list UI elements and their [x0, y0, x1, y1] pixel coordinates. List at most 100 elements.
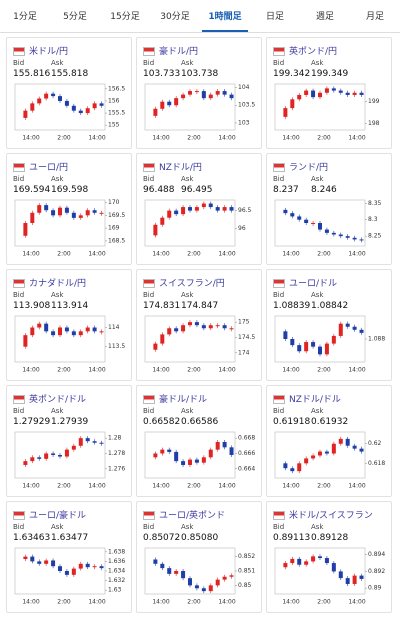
pair-title: ユーロ/円: [13, 160, 68, 173]
ask-label: Ask: [51, 59, 64, 67]
candle: [99, 442, 104, 444]
rate-card[interactable]: ランド/円 Bid Ask 8.237 8.246 8.35 8.3 8.25 14:00 2:0…: [266, 153, 392, 265]
candle: [174, 210, 179, 215]
candle: [37, 323, 42, 328]
x-tick-label: 14:00: [282, 483, 299, 490]
rate-card[interactable]: 英ポンド/円 Bid Ask 199.342 199.349 199 198 14:00 2:0…: [266, 37, 392, 149]
x-tick-label: 14:00: [218, 251, 235, 258]
candle: [194, 459, 199, 463]
candle: [208, 585, 213, 592]
candle: [208, 94, 213, 99]
x-tick-label: 2:00: [187, 483, 201, 490]
rate-card[interactable]: 豪ドル/ドル Bid Ask 0.66582 0.66586 0.668 0.666 0.66…: [136, 385, 262, 497]
x-tick-label: 14:00: [218, 483, 235, 490]
ask-label: Ask: [51, 175, 64, 183]
candle: [215, 325, 220, 327]
candle: [167, 328, 172, 335]
candle: [338, 323, 343, 336]
tab[interactable]: 1分足: [13, 12, 37, 22]
rate-card[interactable]: ユーロ/英ポンド Bid Ask 0.85072 0.85080 0.852 0.851 0.…: [136, 501, 262, 613]
candle: [78, 215, 83, 218]
tab[interactable]: 日足: [265, 12, 284, 22]
y-tick-label: 0.89: [368, 585, 382, 592]
rate-card[interactable]: カナダドル/円 Bid Ask 113.908 113.914 114 113.5 14:00…: [6, 269, 132, 381]
x-tick-label: 14:00: [282, 367, 299, 374]
candle: [194, 91, 199, 93]
ask-value: 1.27939: [51, 417, 89, 427]
mini-chart: 1.28 1.278 1.276 14:00 2:00 14:00: [14, 431, 125, 490]
rate-card[interactable]: 豪ドル/円 Bid Ask 103.733 103.738 104 103.5 103 14:0…: [136, 37, 262, 149]
candle: [78, 331, 83, 336]
candle: [37, 457, 42, 459]
rate-card[interactable]: スイスフラン/円 Bid Ask 174.831 174.847 175 174.5 174 1…: [136, 269, 262, 381]
pair-title: ランド/円: [273, 160, 328, 173]
candle: [160, 449, 165, 454]
pair-title: 米ドル/円: [13, 44, 68, 57]
candle: [304, 561, 309, 565]
tab[interactable]: 5分足: [63, 12, 87, 22]
rate-card[interactable]: ユーロ/ドル Bid Ask 1.08839 1.08842 1.088 14:00 2:00…: [266, 269, 392, 381]
bid-value: 0.61918: [273, 417, 311, 427]
y-tick-label: 174.5: [238, 334, 255, 341]
candle: [359, 575, 364, 579]
candle: [208, 449, 213, 458]
rate-card[interactable]: 英ポンド/ドル Bid Ask 1.27929 1.27939 1.28 1.278 1.27…: [6, 385, 132, 497]
candle: [85, 327, 90, 332]
candle: [194, 322, 199, 326]
y-tick-label: 1.276: [108, 465, 125, 472]
tab[interactable]: 月足: [365, 12, 384, 22]
candle: [208, 203, 213, 208]
flag-icon: [273, 47, 285, 56]
candle: [194, 207, 199, 211]
y-tick-label: 103: [238, 119, 250, 126]
candle: [92, 327, 97, 332]
tab[interactable]: 15分足: [110, 12, 140, 22]
x-tick-label: 2:00: [317, 135, 331, 142]
x-tick-label: 2:00: [57, 367, 71, 374]
y-tick-label: 156: [108, 97, 120, 104]
x-tick-label: 14:00: [88, 483, 105, 490]
bid-value: 103.733: [143, 69, 181, 79]
pair-name: ユーロ/英ポンド: [159, 511, 226, 521]
y-tick-label: 114: [108, 324, 120, 331]
tab[interactable]: 30分足: [160, 12, 190, 22]
y-tick-label: 174: [238, 349, 250, 356]
y-tick-label: 198: [368, 120, 380, 127]
candle: [215, 91, 220, 95]
tab[interactable]: 1時間足: [202, 0, 248, 32]
rate-card[interactable]: NZドル/ドル Bid Ask 0.61918 0.61932 0.62 0.618 14:0…: [266, 385, 392, 497]
pair-title: スイスフラン/円: [143, 276, 225, 289]
ask-label: Ask: [311, 175, 324, 183]
x-tick-label: 14:00: [348, 135, 365, 142]
plot-frame: [144, 431, 236, 479]
candle: [64, 449, 69, 457]
tab[interactable]: 週足: [315, 12, 334, 22]
rate-card[interactable]: NZドル/円 Bid Ask 96.488 96.495 96.5 96 14:00 2:00 1…: [136, 153, 262, 265]
flag-icon: [143, 395, 155, 404]
candle: [188, 578, 192, 586]
bid-value: 113.908: [13, 301, 51, 311]
candle: [229, 94, 234, 99]
candle: [58, 207, 62, 216]
rate-card[interactable]: ユーロ/豪ドル Bid Ask 1.63463 1.63477 1.638 1.636 1.6…: [6, 501, 132, 613]
pair-title: 豪ドル/ドル: [143, 392, 207, 405]
ask-value: 113.914: [51, 301, 89, 311]
rate-card[interactable]: ユーロ/円 Bid Ask 169.594 169.598 170 169.5 169 168.…: [6, 153, 132, 265]
x-tick-label: 2:00: [317, 483, 331, 490]
x-tick-label: 14:00: [88, 367, 105, 374]
candle: [58, 96, 62, 101]
rate-card[interactable]: 米ドル/スイスフラン Bid Ask 0.89113 0.89128 0.894 0.892…: [266, 501, 392, 613]
bid-label: Bid: [273, 59, 285, 67]
candle: [44, 453, 49, 459]
bid-label: Bid: [143, 407, 155, 415]
y-tick-label: 1.634: [108, 568, 125, 575]
rate-card[interactable]: 米ドル/円 Bid Ask 155.816 155.818 156.5 156 155.5 15…: [6, 37, 132, 149]
ask-value: 0.89128: [311, 533, 349, 543]
bid-value: 8.237: [273, 185, 299, 195]
ask-label: Ask: [311, 59, 324, 67]
candle: [229, 207, 234, 211]
ask-label: Ask: [181, 407, 194, 415]
